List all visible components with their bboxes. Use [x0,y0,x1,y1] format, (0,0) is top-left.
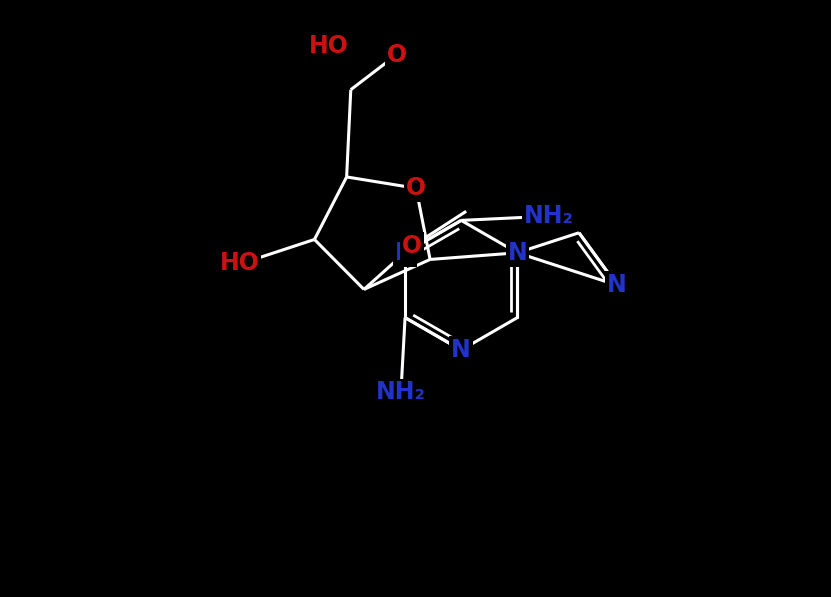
Text: NH₂: NH₂ [376,380,425,404]
Text: O: O [402,234,422,258]
Text: N: N [607,273,627,297]
Text: N: N [396,241,415,265]
Text: HO: HO [308,35,348,59]
Text: HO: HO [219,251,259,275]
Text: N: N [451,338,471,362]
Text: N: N [508,241,527,265]
Text: O: O [406,176,426,200]
Text: O: O [386,43,406,67]
Text: NH₂: NH₂ [524,204,573,228]
